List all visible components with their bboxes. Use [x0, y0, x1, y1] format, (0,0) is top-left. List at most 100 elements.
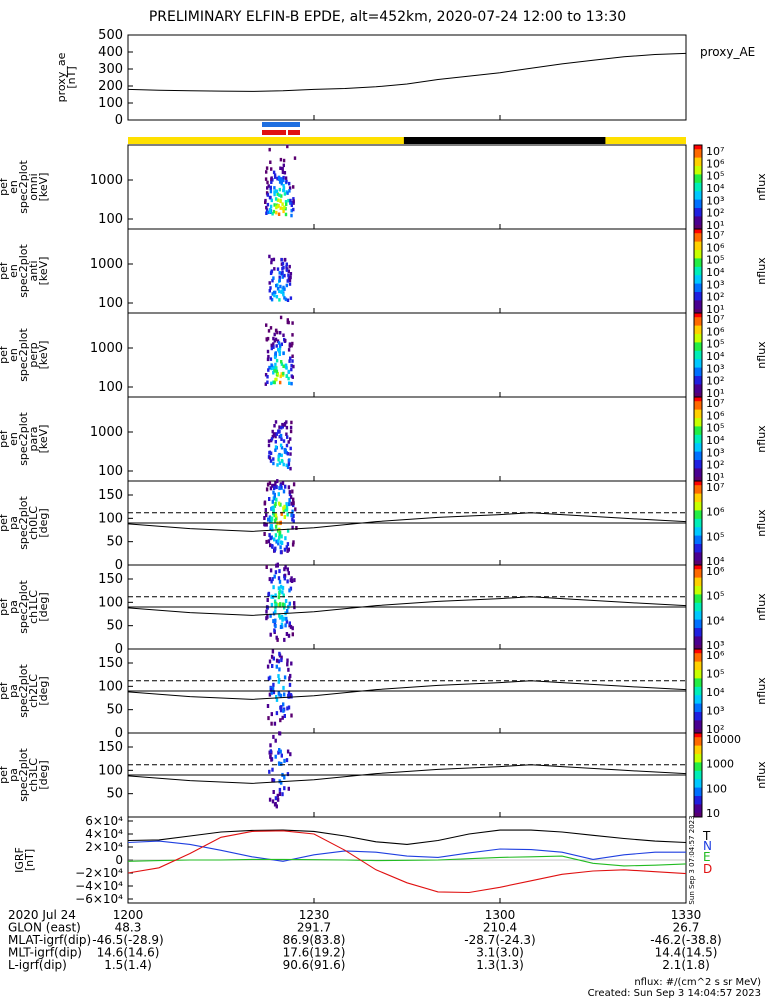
colorbar-swatch [694, 531, 702, 534]
colorbar-swatch [694, 418, 702, 421]
spectrogram-pixel [276, 204, 279, 209]
spectrogram-pixel [289, 296, 293, 300]
colorbar-tick-label: 10⁶ [706, 241, 725, 254]
spectrogram-pixel [291, 321, 294, 325]
colorbar-swatch [694, 334, 702, 337]
colorbar-swatch [694, 308, 702, 312]
colorbar-swatch [694, 783, 702, 786]
colorbar-swatch [694, 745, 702, 749]
spectrogram-pixel [269, 632, 272, 637]
colorbar-swatch [694, 665, 702, 669]
spectrogram-pixel [276, 797, 280, 802]
xaxis-value: -46.2(-38.8) [650, 933, 721, 947]
colorbar-swatch [694, 289, 702, 293]
loss-cone-curve [127, 596, 687, 616]
colorbar-swatch [694, 594, 702, 597]
spectrogram-pixel [274, 524, 278, 529]
proxy-ae-line [127, 52, 687, 92]
spectrogram-pixel [290, 420, 293, 425]
spectrogram-pixel [268, 481, 272, 486]
spectrogram-pixel [292, 364, 295, 369]
spectrogram-pixel [289, 425, 293, 430]
spectrogram-pixel [268, 451, 271, 455]
spectrogram-pixel [272, 511, 275, 516]
spectrogram-pixel [265, 522, 268, 527]
colorbar-swatch [694, 512, 702, 516]
spectrogram-pixel [280, 426, 283, 430]
spectrogram-pixel [292, 207, 295, 212]
colorbar-tick-label: 10⁴ [706, 434, 725, 447]
colorbar-swatch [694, 285, 702, 289]
spectrogram-pixel [281, 792, 284, 797]
colorbar-swatch [694, 655, 702, 658]
colorbar-tick-label: 10³ [706, 194, 724, 207]
spectrogram-pixel [285, 262, 288, 266]
colorbar-tick-label: 100 [706, 782, 727, 795]
colorbar-swatch [694, 766, 702, 770]
colorbar-swatch [694, 271, 702, 274]
spectrogram-pixel [267, 439, 271, 443]
spectrogram-pixel [265, 205, 268, 210]
spectrogram-pixel [278, 271, 281, 275]
spectrogram-pixel [267, 591, 271, 596]
spectrogram-pixel [277, 492, 280, 497]
ytick-label: 100 [98, 464, 123, 479]
spectrogram-pixel [270, 198, 273, 203]
ytick-label: 0 [115, 113, 123, 128]
panel-frame [127, 34, 687, 121]
colorbar-swatch [694, 726, 702, 730]
spectrogram-pixel [270, 167, 273, 171]
colorbar-swatch [694, 520, 702, 524]
colorbar-swatch [694, 495, 702, 499]
spectrogram-pixel [274, 420, 278, 424]
colorbar-swatch [694, 447, 702, 450]
colorbar-swatch [694, 168, 702, 171]
spectrogram-pixel [282, 183, 285, 188]
spectrogram-pixel [279, 749, 282, 754]
colorbar: nflux [693, 648, 768, 734]
colorbar-swatch [694, 161, 702, 165]
spectrogram-pixel [275, 205, 278, 210]
colorbar-swatch [694, 415, 702, 419]
spectrogram-pixel [276, 562, 279, 567]
colorbar-swatch [694, 533, 702, 537]
ytick-label: 100 [98, 763, 123, 778]
spectrogram-pixel [268, 281, 271, 285]
spectrogram-pixel [281, 287, 284, 291]
colorbar-swatch [694, 245, 702, 249]
colorbar-swatch [694, 180, 702, 184]
panel-frame [127, 228, 687, 314]
spectrogram-pixel [268, 365, 271, 370]
spectrogram-pixel [264, 177, 268, 181]
spectrogram-pixel [268, 692, 272, 697]
spectrogram-pixel [270, 690, 273, 695]
spectrogram-pixel [270, 363, 273, 367]
spectrogram-pixel [289, 198, 292, 203]
spectrogram-pixel [277, 341, 281, 345]
spectrogram-pixel [287, 369, 291, 374]
colorbar-swatch [694, 775, 702, 778]
spectrogram-pixel [290, 661, 293, 666]
spectrogram-pixel [292, 514, 295, 518]
spectrogram-pixel [289, 272, 293, 276]
spectrogram-pixel [283, 637, 286, 642]
spectrogram-pixel [279, 550, 283, 555]
spectrogram-pixel [288, 490, 291, 495]
colorbar-tick-label: 10⁶ [706, 157, 725, 170]
spectrogram-pixel [276, 192, 279, 196]
colorbar-swatch [694, 571, 702, 574]
spectrogram-pixel [292, 197, 295, 201]
spectrogram-pixel [283, 423, 286, 427]
spectrogram-pixel [276, 463, 279, 467]
spectrogram-pixel [287, 693, 290, 698]
ytick-label: 100 [98, 595, 123, 610]
spectrogram-pixel [271, 778, 274, 782]
spectrogram-pixel [281, 261, 285, 266]
spectrogram-pixel [275, 664, 278, 669]
spectrogram-pixel [270, 654, 274, 659]
panel-ylabel: elbpefenspec2plotperp[keV] [0, 328, 50, 382]
shadow-segment [403, 137, 606, 144]
spectrogram-pixel [285, 443, 289, 448]
colorbar-swatch [694, 651, 702, 654]
colorbar-frame [693, 732, 703, 818]
